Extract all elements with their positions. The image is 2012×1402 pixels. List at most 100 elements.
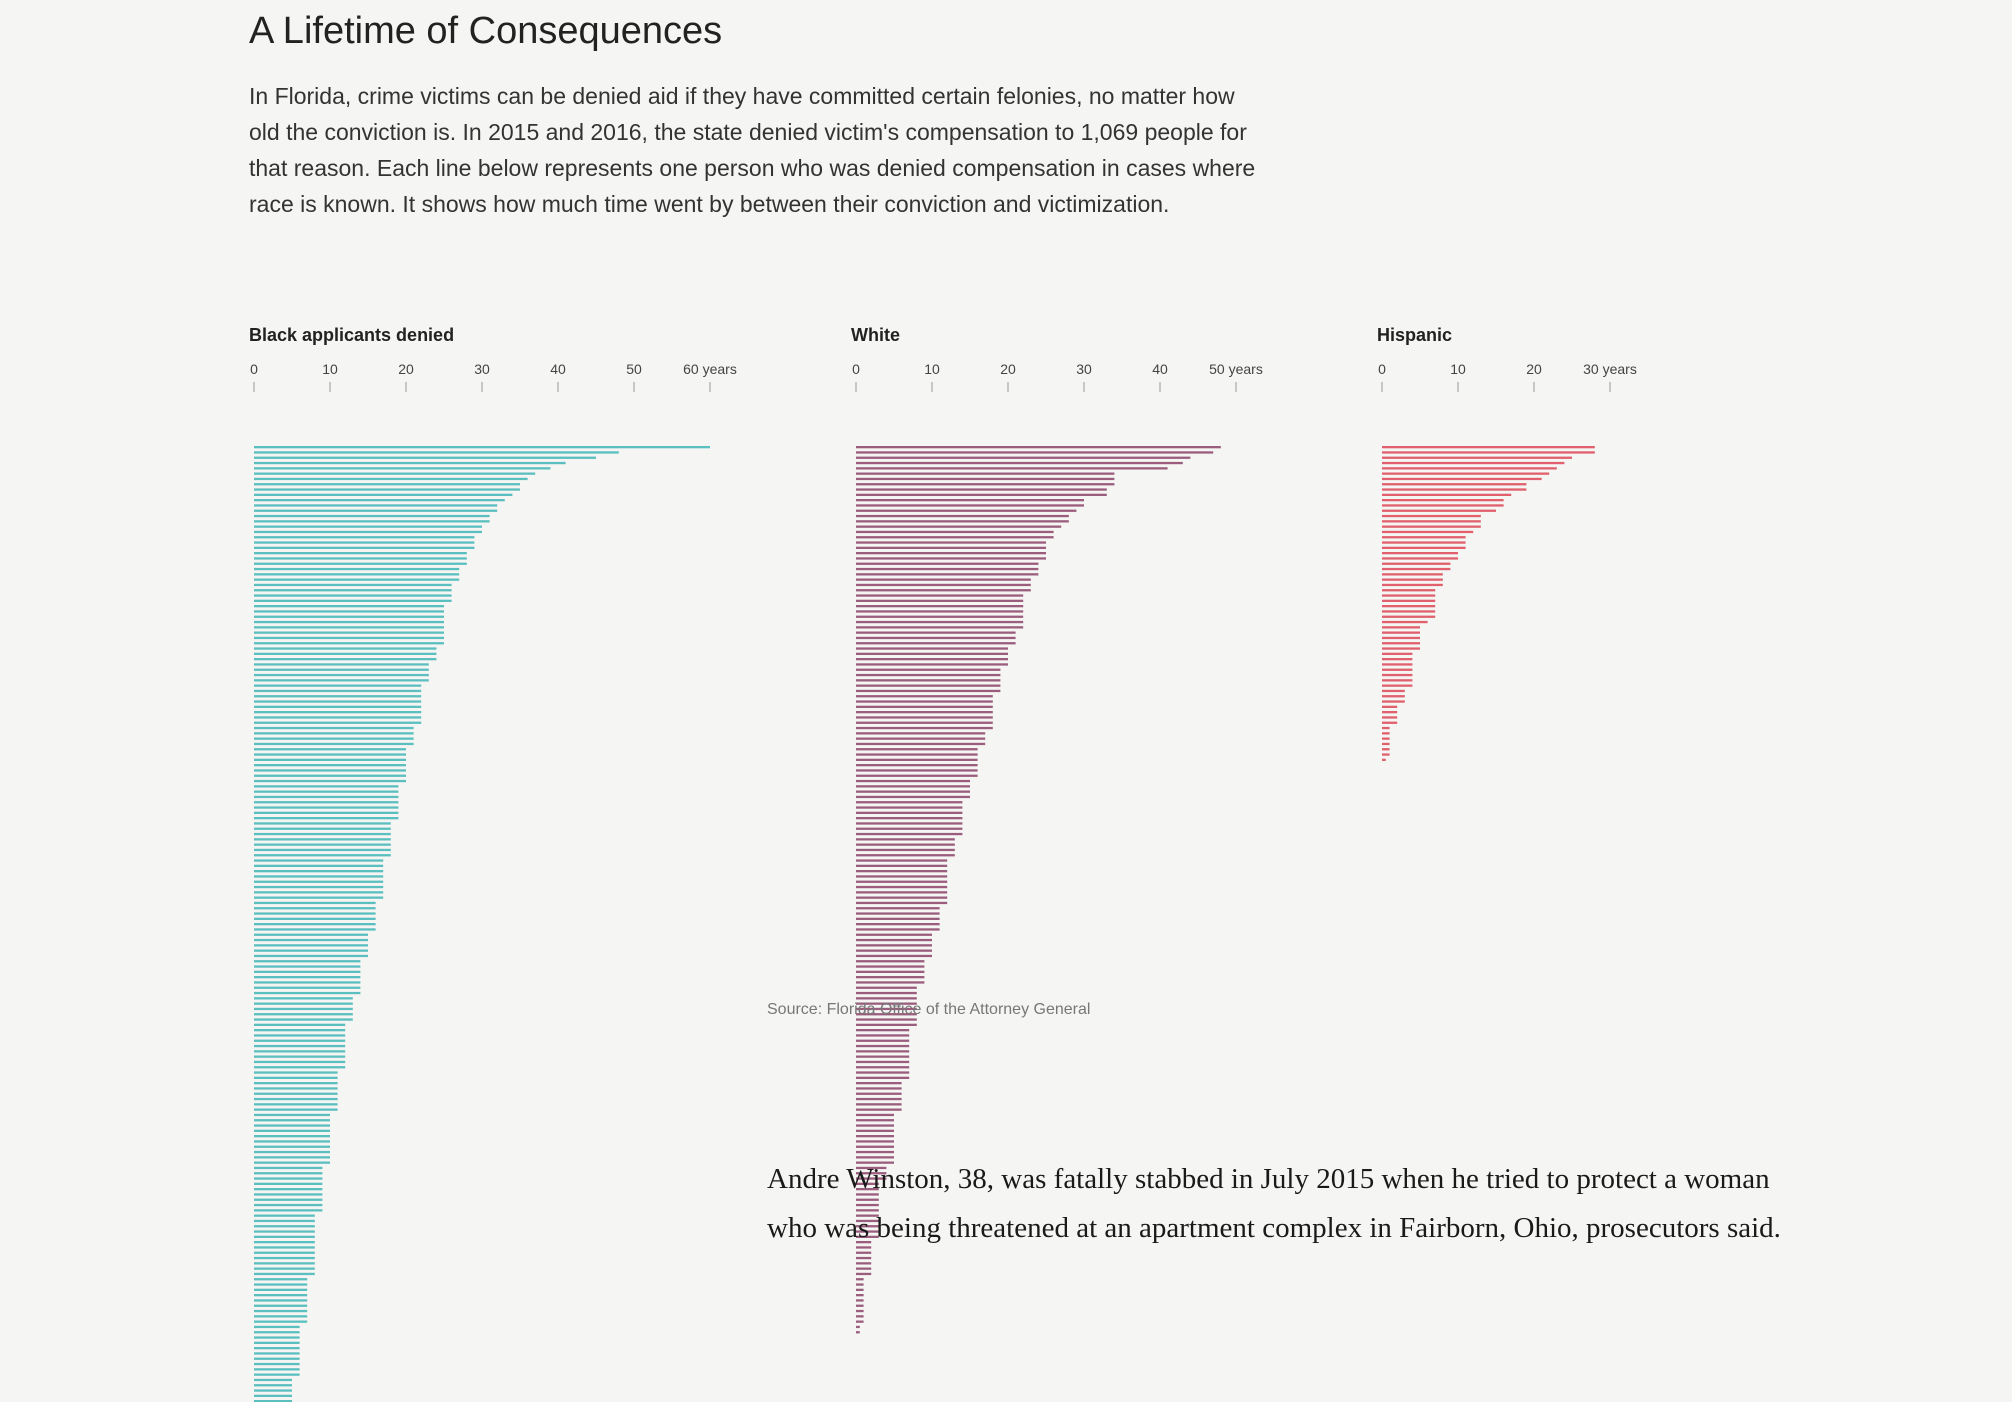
bar-hispanic bbox=[1382, 726, 1390, 730]
bar-hispanic bbox=[1382, 647, 1420, 650]
tick-label-hispanic: 10 bbox=[1450, 361, 1466, 377]
bar-black bbox=[254, 949, 368, 952]
bar-black bbox=[254, 1320, 308, 1323]
bar-white bbox=[856, 578, 1031, 581]
bar-white bbox=[856, 1029, 910, 1032]
bar-black bbox=[254, 1182, 323, 1185]
bar-black bbox=[254, 594, 452, 597]
bar-white bbox=[856, 477, 1115, 481]
bar-black bbox=[254, 446, 710, 449]
bar-white bbox=[856, 769, 978, 772]
bar-white bbox=[856, 594, 1024, 597]
bar-black bbox=[254, 552, 467, 555]
bar-black bbox=[254, 488, 520, 491]
bar-white bbox=[856, 599, 1024, 602]
bar-black bbox=[254, 467, 551, 470]
bar-black bbox=[254, 663, 429, 666]
bar-hispanic bbox=[1382, 589, 1436, 592]
bar-black bbox=[254, 1103, 338, 1106]
bar-black bbox=[254, 1193, 323, 1196]
bar-white bbox=[856, 562, 1039, 565]
bar-black bbox=[254, 451, 619, 454]
bar-black bbox=[254, 848, 391, 852]
bar-black bbox=[254, 700, 422, 703]
bar-black bbox=[254, 769, 406, 772]
bar-white bbox=[856, 758, 978, 761]
bar-white bbox=[856, 1309, 864, 1313]
bar-black bbox=[254, 938, 368, 942]
bar-black bbox=[254, 514, 490, 518]
bar-black bbox=[254, 827, 391, 830]
bar-black bbox=[254, 705, 422, 708]
bar-hispanic bbox=[1382, 499, 1504, 502]
bar-black bbox=[254, 1198, 323, 1201]
bar-white bbox=[856, 610, 1024, 613]
bar-white bbox=[856, 1076, 910, 1079]
bar-black bbox=[254, 605, 444, 608]
bar-black bbox=[254, 636, 444, 640]
bar-hispanic bbox=[1382, 552, 1458, 555]
bar-black bbox=[254, 1288, 308, 1291]
bar-black bbox=[254, 907, 376, 910]
bar-white bbox=[856, 1256, 872, 1260]
bar-hispanic bbox=[1382, 679, 1413, 682]
bar-black bbox=[254, 1023, 346, 1026]
bar-white bbox=[856, 806, 963, 809]
bar-black bbox=[254, 567, 460, 571]
bar-hispanic bbox=[1382, 668, 1413, 671]
bar-hispanic bbox=[1382, 615, 1436, 618]
bar-hispanic bbox=[1382, 732, 1390, 735]
bar-white bbox=[856, 764, 978, 767]
bar-black bbox=[254, 785, 399, 788]
bar-black bbox=[254, 790, 399, 793]
bar-black bbox=[254, 928, 376, 931]
bar-hispanic bbox=[1382, 583, 1443, 587]
bar-white bbox=[856, 854, 955, 857]
bar-black bbox=[254, 1241, 315, 1244]
bar-black bbox=[254, 1060, 346, 1064]
bar-black bbox=[254, 1177, 323, 1180]
bar-white bbox=[856, 801, 963, 804]
bar-hispanic bbox=[1382, 488, 1527, 491]
bar-white bbox=[856, 615, 1024, 618]
bar-white bbox=[856, 636, 1016, 640]
bar-black bbox=[254, 1055, 346, 1058]
bar-black bbox=[254, 652, 437, 655]
bar-white bbox=[856, 684, 1001, 687]
bar-hispanic bbox=[1382, 567, 1451, 571]
bar-white bbox=[856, 541, 1046, 544]
bar-white bbox=[856, 875, 948, 878]
bar-hispanic bbox=[1382, 546, 1466, 549]
bar-white bbox=[856, 1071, 910, 1074]
bar-black bbox=[254, 1007, 353, 1011]
bar-white bbox=[856, 1288, 864, 1291]
bar-white bbox=[856, 1304, 864, 1307]
bar-black bbox=[254, 822, 391, 825]
bar-black bbox=[254, 530, 482, 534]
bar-black bbox=[254, 779, 406, 783]
bar-black bbox=[254, 880, 384, 883]
bar-black bbox=[254, 976, 361, 979]
bar-black bbox=[254, 499, 505, 502]
bar-white bbox=[856, 848, 955, 852]
bar-black bbox=[254, 599, 452, 602]
bar-white bbox=[856, 1119, 894, 1122]
bar-white bbox=[856, 907, 940, 910]
bar-white bbox=[856, 716, 993, 719]
bar-black bbox=[254, 795, 399, 799]
bar-black bbox=[254, 642, 444, 645]
bar-black bbox=[254, 1087, 338, 1090]
bar-white bbox=[856, 1166, 887, 1170]
bar-white bbox=[856, 1044, 910, 1048]
tick-label-hispanic: 0 bbox=[1378, 361, 1386, 377]
bar-black bbox=[254, 620, 444, 624]
bar-white bbox=[856, 885, 948, 889]
story-paragraph: Andre Winston, 38, was fatally stabbed i… bbox=[767, 1163, 1781, 1244]
page-title: A Lifetime of Consequences bbox=[249, 10, 723, 52]
bar-black bbox=[254, 573, 460, 576]
bar-white bbox=[856, 583, 1031, 587]
bar-white bbox=[856, 1325, 860, 1329]
bar-hispanic bbox=[1382, 599, 1436, 602]
bar-black bbox=[254, 859, 384, 862]
bar-black bbox=[254, 1256, 315, 1260]
